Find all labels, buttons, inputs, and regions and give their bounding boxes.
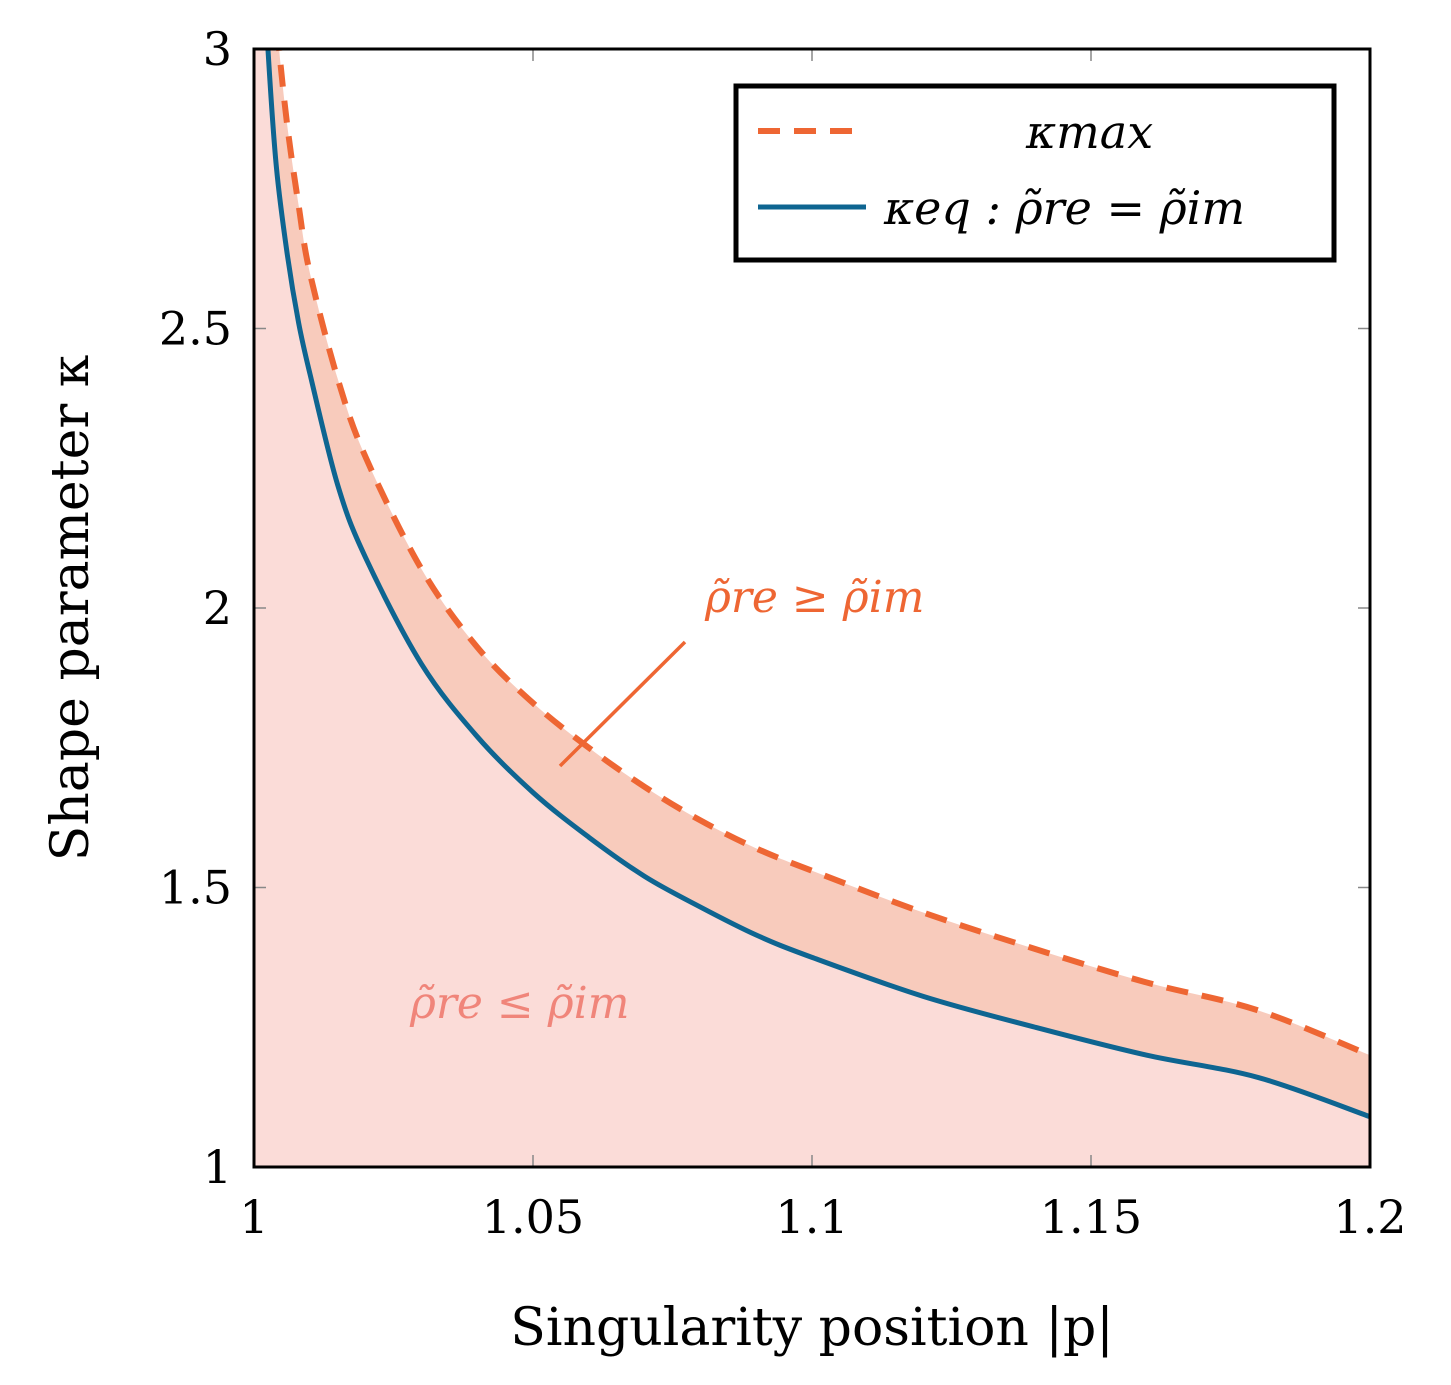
series-kappa-max-line	[276, 49, 1370, 1058]
y-tick-label: 2.5	[159, 302, 232, 356]
x-tick-label: 1.05	[482, 1190, 584, 1244]
y-tick-labels: 1 1.5 2 2.5 3	[159, 22, 232, 1194]
x-tick-label: 1.1	[775, 1190, 848, 1244]
x-axis-label: Singularity position |p|	[510, 1298, 1114, 1358]
annotation-re-le-im: ρ̃re ≤ ρ̃im	[409, 978, 629, 1029]
plot-frame	[252, 47, 1372, 1169]
legend-label-kappa-max: κmax	[1025, 105, 1153, 159]
annotation-pointer	[558, 640, 687, 768]
region-re-le-im	[254, 49, 1370, 1167]
series-kappa-eq-line	[265, 49, 1370, 1120]
y-tick-label: 1.5	[159, 861, 232, 915]
legend: κmax κeq : ρ̃re = ρ̃im	[733, 83, 1337, 263]
x-tick-label: 1.2	[1333, 1190, 1406, 1244]
region-re-ge-im	[267, 49, 1370, 1117]
y-tick-label: 3	[203, 22, 232, 76]
x-tick-label: 1	[239, 1190, 268, 1244]
y-tick-label: 1	[203, 1140, 232, 1194]
x-tick-labels: 1 1.05 1.1 1.15 1.2	[239, 1190, 1406, 1244]
y-axis-label: Shape parameter κ	[41, 355, 101, 862]
y-tick-label: 2	[203, 581, 232, 635]
x-tick-label: 1.15	[1040, 1190, 1142, 1244]
annotation-re-ge-im: ρ̃re ≥ ρ̃im	[704, 572, 924, 623]
legend-box	[733, 83, 1337, 263]
legend-label-kappa-eq: κeq : ρ̃re = ρ̃im	[883, 181, 1245, 235]
